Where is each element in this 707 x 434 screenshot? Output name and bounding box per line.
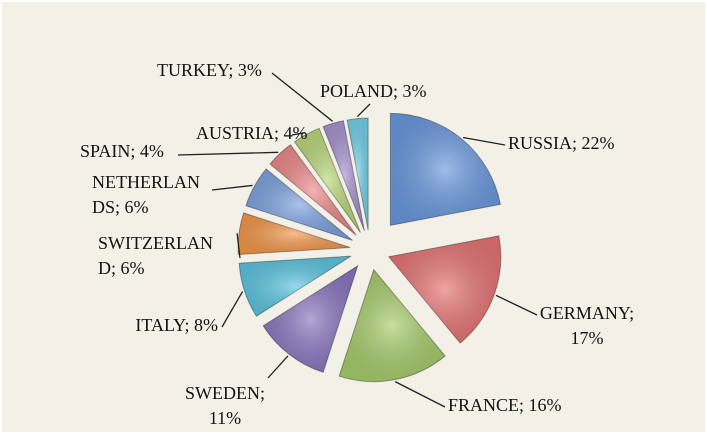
data-label: GERMANY; 17% [540, 303, 634, 348]
data-label: ITALY; 8% [135, 315, 218, 335]
data-label: RUSSIA; 22% [508, 133, 615, 153]
leader-line [221, 291, 244, 328]
data-label: SWITZERLAN D; 6% [98, 233, 213, 278]
leader-line [271, 72, 334, 122]
data-label: POLAND; 3% [320, 81, 427, 101]
leader-line [177, 151, 279, 156]
data-label: SPAIN; 4% [80, 141, 164, 161]
leader-line [462, 136, 506, 146]
leader-line [291, 131, 306, 136]
data-label: TURKEY; 3% [157, 60, 262, 80]
leader-line [394, 381, 446, 408]
data-label: NETHERLAN DS; 6% [92, 172, 200, 217]
leader-line [495, 294, 538, 316]
data-label: SWEDEN; 11% [185, 383, 265, 428]
data-label: FRANCE; 16% [448, 395, 562, 415]
leader-line [211, 184, 253, 191]
data-label: AUSTRIA; 4% [196, 123, 308, 143]
leader-line [236, 233, 241, 259]
leader-line [356, 103, 371, 118]
leader-line [267, 355, 289, 379]
